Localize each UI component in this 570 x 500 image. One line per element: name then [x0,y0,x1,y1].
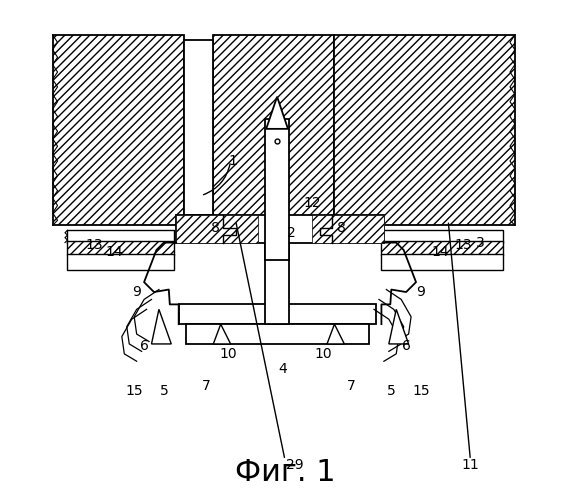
Text: 2: 2 [287,226,296,239]
Text: Фиг. 1: Фиг. 1 [235,458,335,488]
Polygon shape [327,324,344,344]
Polygon shape [266,96,288,129]
Text: 8: 8 [211,221,220,235]
Text: 12: 12 [303,196,321,210]
Text: 13: 13 [454,238,472,252]
Bar [184,40,213,216]
Bar [67,241,174,255]
Text: 9: 9 [132,285,141,299]
Bar [265,242,289,324]
Text: 10: 10 [219,347,237,361]
Text: 15: 15 [412,384,430,398]
Text: 5: 5 [387,384,396,398]
Bar [67,230,174,242]
Text: 1: 1 [229,154,238,168]
Text: 6: 6 [402,340,410,353]
Text: 13: 13 [86,238,103,252]
Polygon shape [389,310,409,344]
Bar [67,254,174,270]
Text: 15: 15 [125,384,143,398]
Text: 3: 3 [476,236,484,250]
Bar [178,304,376,324]
Text: 10: 10 [315,347,332,361]
Text: 9: 9 [417,285,425,299]
Bar [176,216,384,242]
Polygon shape [152,310,171,344]
Text: 7: 7 [347,379,356,393]
Bar [381,241,503,255]
Bar [52,35,184,226]
Bar [381,230,503,242]
Text: 29: 29 [286,458,304,472]
Text: 8: 8 [337,221,347,235]
Text: 4: 4 [278,362,287,376]
Bar [312,216,384,242]
Bar [381,254,503,270]
Bar [213,35,335,226]
Text: 11: 11 [462,458,479,472]
Bar [186,324,369,344]
Bar [265,119,289,260]
Bar [335,35,515,226]
Polygon shape [213,324,231,344]
Text: 14: 14 [432,246,450,260]
Text: 6: 6 [140,340,149,353]
Text: 5: 5 [160,384,168,398]
Bar [176,216,258,242]
Text: 7: 7 [202,379,210,393]
Text: 14: 14 [105,246,123,260]
